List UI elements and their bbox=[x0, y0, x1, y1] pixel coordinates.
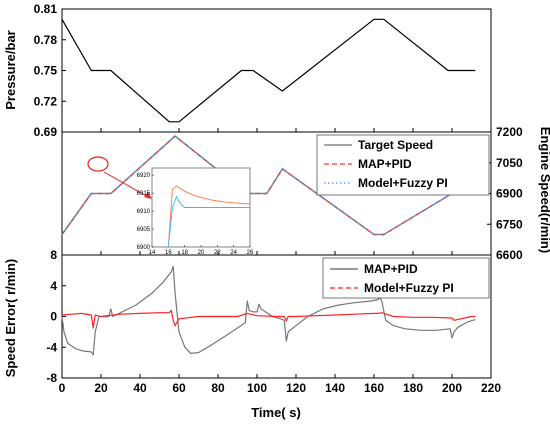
bottom-y-axis-label: Speed Error( r/min) bbox=[3, 259, 18, 377]
bottom-y-tick-label: -8 bbox=[46, 371, 57, 385]
top-y-tick-label: 0.78 bbox=[34, 33, 58, 47]
x-tick-label: 160 bbox=[364, 381, 384, 395]
bottom-y-tick-label: -4 bbox=[46, 340, 57, 354]
inset-x-tick-label: 24 bbox=[230, 250, 237, 256]
x-tick-label: 40 bbox=[133, 381, 147, 395]
legend-label-target-speed: Target Speed bbox=[358, 138, 433, 152]
middle-legend: Target Speed MAP+PID Model+Fuzzy PI bbox=[316, 134, 490, 196]
zoom-arrow bbox=[103, 171, 151, 199]
top-y-tick-label: 0.69 bbox=[34, 125, 58, 139]
x-tick-label: 80 bbox=[211, 381, 225, 395]
x-tick-label: 220 bbox=[481, 381, 501, 395]
top-y-tick-label: 0.75 bbox=[34, 64, 58, 78]
bottom-y-tick-label: 0 bbox=[50, 310, 57, 324]
top-y-tick-label: 0.72 bbox=[34, 94, 58, 108]
x-tick-label: 100 bbox=[247, 381, 267, 395]
inset-y-tick-label: 6900 bbox=[137, 245, 151, 251]
top-y-axis-label: Pressure/bar bbox=[3, 30, 18, 110]
inset-y-tick-label: 6915 bbox=[137, 191, 151, 197]
bottom-series-line-2 bbox=[61, 309, 476, 329]
inset-x-tick-label: 22 bbox=[214, 250, 221, 256]
inset-y-tick-label: 6905 bbox=[137, 227, 151, 233]
inset-x-tick-label: 18 bbox=[181, 250, 188, 256]
top-panel: 0.81 0.78 0.75 0.72 0.69 bbox=[34, 2, 492, 139]
inset-series-line-2 bbox=[167, 195, 250, 248]
inset-zoom: 14 16 18 20 22 24 26 6920 6915 6910 6905 6900 bbox=[137, 167, 254, 256]
zoom-arrow-head bbox=[144, 192, 152, 199]
inset-y-tick-label: 6910 bbox=[137, 209, 151, 215]
top-series-line-1 bbox=[61, 18, 476, 123]
legend-label-map-pid-error: MAP+PID bbox=[364, 262, 418, 276]
x-tick-label: 180 bbox=[403, 381, 423, 395]
bottom-legend: MAP+PID Model+Fuzzy PI bbox=[322, 257, 490, 299]
legend-label-model-fuzzy-pi: Model+Fuzzy PI bbox=[358, 176, 448, 190]
bottom-panel: 840-4-80 20 40 60 80 100 120 140 160 180 200 220 bbox=[46, 248, 501, 395]
x-tick-label: 20 bbox=[94, 381, 108, 395]
legend-label-model-fuzzy-pi-error: Model+Fuzzy PI bbox=[364, 281, 454, 295]
inset-series-line-1 bbox=[167, 185, 251, 248]
middle-y-axis-label: Engine Speed(r/min) bbox=[538, 127, 550, 253]
bottom-legend-box bbox=[322, 257, 490, 299]
middle-y-tick-label: 6600 bbox=[496, 248, 523, 262]
x-tick-label: 200 bbox=[442, 381, 462, 395]
x-tick-label: 120 bbox=[286, 381, 306, 395]
inset-x-tick-label: 20 bbox=[198, 250, 205, 256]
middle-y-tick-label: 6900 bbox=[496, 187, 523, 201]
bottom-y-tick-label: 4 bbox=[50, 279, 57, 293]
middle-y-tick-label: 6750 bbox=[496, 217, 523, 231]
middle-y-tick-label: 7200 bbox=[496, 125, 523, 139]
x-tick-label: 60 bbox=[172, 381, 186, 395]
zoom-circle bbox=[87, 156, 109, 172]
inset-y-tick-label: 6920 bbox=[137, 173, 151, 179]
x-tick-label: 0 bbox=[59, 381, 66, 395]
x-axis-label: Time( s) bbox=[251, 405, 301, 420]
bottom-y-tick-label: 8 bbox=[50, 248, 57, 262]
x-tick-label: 140 bbox=[325, 381, 345, 395]
middle-series-line-2 bbox=[61, 135, 476, 236]
inset-x-tick-label: 14 bbox=[149, 250, 156, 256]
top-panel-frame bbox=[61, 8, 492, 133]
top-y-tick-label: 0.81 bbox=[34, 2, 58, 16]
inset-x-tick-label: 26 bbox=[247, 250, 254, 256]
middle-y-tick-label: 7050 bbox=[496, 156, 523, 170]
inset-x-tick-label: 16 bbox=[165, 250, 172, 256]
legend-label-map-pid: MAP+PID bbox=[358, 157, 412, 171]
